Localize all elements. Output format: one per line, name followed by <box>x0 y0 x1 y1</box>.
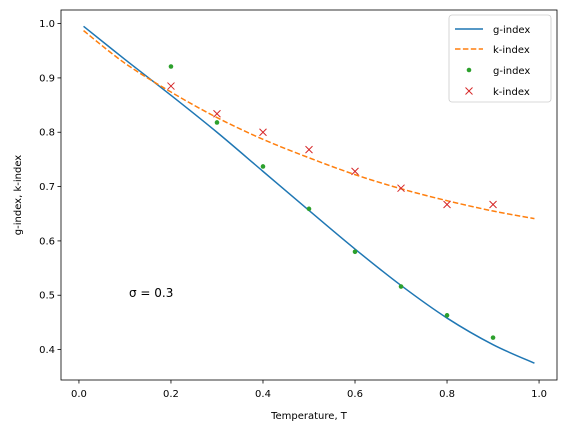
x-tick-label: 0.8 <box>439 389 455 400</box>
y-tick-label: 0.6 <box>39 236 55 247</box>
legend-label-g-index-points: g-index <box>493 66 530 77</box>
g-index-point <box>168 64 174 69</box>
x-tick-label: 1.0 <box>531 389 547 400</box>
legend-swatch-g-index-points <box>466 67 472 73</box>
k-index-curve <box>83 30 535 220</box>
k-index-point <box>397 184 405 193</box>
legend-frame <box>448 14 552 103</box>
k-index-point <box>259 128 267 137</box>
g-index-point <box>214 120 220 125</box>
legend-swatch-k-index-points <box>465 87 473 95</box>
g-index-point <box>306 206 312 212</box>
k-index-point <box>351 167 359 176</box>
k-index-point <box>213 109 221 118</box>
y-tick-label: 0.5 <box>39 291 55 302</box>
legend: g-index k-index g-index k-index <box>448 14 552 103</box>
y-tick-label: 0.4 <box>39 345 55 356</box>
y-tick-label: 0.8 <box>39 128 55 139</box>
x-tick-label: 0.0 <box>71 389 87 400</box>
legend-label-k-index-line: k-index <box>493 45 530 56</box>
series-layer <box>83 25 535 364</box>
x-axis-label: Temperature, T <box>270 411 348 422</box>
y-tick-label: 0.9 <box>39 73 55 84</box>
k-index-point <box>489 200 497 209</box>
y-tick-label: 0.7 <box>39 182 55 193</box>
x-tick-label: 0.6 <box>347 389 363 400</box>
g-index-point <box>352 249 358 255</box>
g-index-point <box>398 284 404 289</box>
legend-label-g-index-line: g-index <box>493 25 530 36</box>
g-index-point <box>490 335 496 340</box>
k-index-point <box>167 82 175 90</box>
legend-label-k-index-points: k-index <box>493 87 530 98</box>
plot-frame <box>60 9 558 381</box>
x-tick-label: 0.2 <box>163 389 179 400</box>
k-index-point <box>443 200 451 209</box>
g-index-point <box>260 164 266 169</box>
g-index-point <box>444 313 450 318</box>
sigma-annotation: σ = 0.3 <box>129 286 173 300</box>
y-tick-label: 1.0 <box>39 19 55 30</box>
ticks-layer: 0.0 0.2 0.4 0.6 0.8 1.0 0.4 0.5 0.6 0.7 0.8 0.9 1.0 <box>39 19 547 400</box>
k-index-point <box>305 145 313 154</box>
x-tick-label: 0.4 <box>255 389 271 400</box>
y-axis-label: g-index, k-index <box>13 155 24 236</box>
